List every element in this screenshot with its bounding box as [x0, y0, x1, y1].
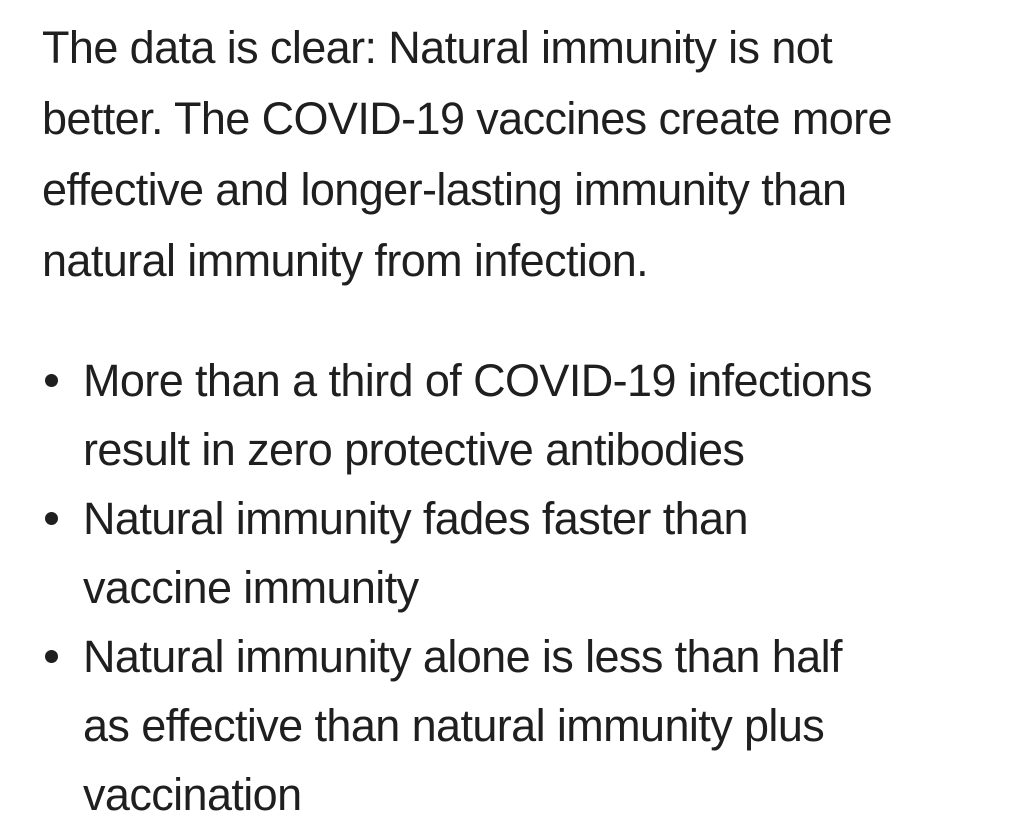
- bullet-dot-icon: [45, 512, 58, 525]
- bullet-text-line: Natural immunity fades faster than: [83, 493, 749, 544]
- bullet-item: More than a third of COVID-19 infections…: [42, 346, 1002, 484]
- intro-line: natural immunity from infection.: [42, 235, 649, 286]
- article-body: The data is clear: Natural immunity is n…: [42, 12, 1002, 829]
- bullet-text-line: as effective than natural immunity plus: [83, 700, 825, 751]
- bullet-dot-icon: [45, 650, 58, 663]
- bullet-list: More than a third of COVID-19 infections…: [42, 346, 1002, 829]
- bullet-dot-icon: [45, 374, 58, 387]
- intro-line: effective and longer-lasting immunity th…: [42, 164, 847, 215]
- intro-line: better. The COVID-19 vaccines create mor…: [42, 93, 893, 144]
- bullet-text-line: vaccination: [83, 769, 302, 820]
- bullet-item: Natural immunity fades faster than vacci…: [42, 484, 1002, 622]
- bullet-text-line: result in zero protective antibodies: [83, 424, 745, 475]
- intro-line: The data is clear: Natural immunity is n…: [42, 22, 833, 73]
- bullet-text-line: More than a third of COVID-19 infections: [83, 355, 872, 406]
- intro-paragraph: The data is clear: Natural immunity is n…: [42, 12, 1002, 296]
- bullet-text-line: Natural immunity alone is less than half: [83, 631, 842, 682]
- bullet-text-line: vaccine immunity: [83, 562, 419, 613]
- bullet-item: Natural immunity alone is less than half…: [42, 622, 1002, 829]
